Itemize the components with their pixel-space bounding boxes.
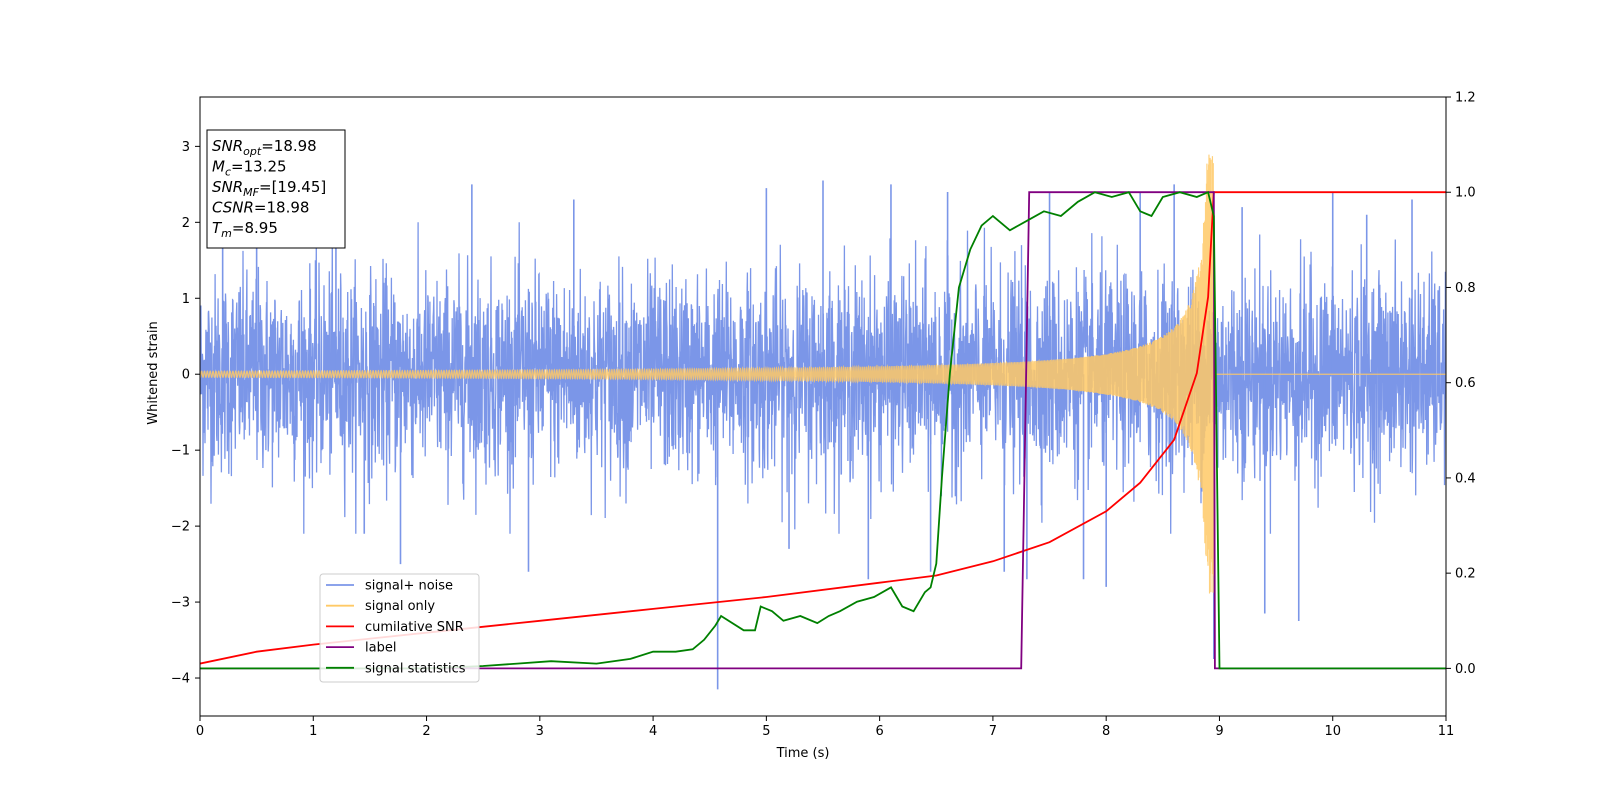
info-box-line: Tm=8.95 (212, 219, 278, 240)
info-box: SNRopt=18.98Mc=13.25SNRMF=[19.45]CSNR=18… (206, 129, 346, 249)
info-box-line: CSNR=18.98 (212, 199, 309, 217)
y-left-tick-label: −4 (171, 672, 190, 687)
legend-frame (319, 573, 480, 683)
info-box-line: SNRopt=18.98 (212, 137, 317, 158)
series-signal-statistics (200, 190, 1446, 670)
x-axis: 0 1 2 3 4 5 6 7 8 9 10 11 (196, 716, 1454, 739)
y-right-tick-label: 1.2 (1455, 91, 1476, 106)
x-tick-label: 5 (762, 724, 770, 739)
y-axis-label: Whitened strain (146, 321, 161, 424)
y-left-tick-label: −3 (171, 596, 190, 611)
y-right-tick-label: 0.4 (1455, 471, 1476, 486)
x-tick-label: 10 (1324, 724, 1341, 739)
y-left-tick-label: −1 (171, 444, 190, 459)
y-right-tick-label: 0.2 (1455, 567, 1476, 582)
x-tick-label: 7 (989, 724, 997, 739)
info-box-line: Mc=13.25 (212, 158, 287, 179)
series-signal-only (200, 154, 1446, 594)
legend-label: cumilative SNR (365, 620, 464, 635)
legend: signal+ noise signal only cumilative SNR la… (319, 573, 480, 683)
x-tick-label: 2 (422, 724, 430, 739)
series-signal-noise (200, 222, 1446, 534)
x-tick-label: 0 (196, 724, 204, 739)
info-box-frame (206, 129, 346, 249)
plot-area (200, 154, 1446, 690)
x-tick-label: 3 (536, 724, 544, 739)
legend-label: signal+ noise (365, 579, 453, 594)
x-tick-label: 6 (875, 724, 883, 739)
x-tick-label: 9 (1215, 724, 1223, 739)
info-box-line: SNRMF=[19.45] (212, 178, 326, 199)
x-tick-label: 11 (1438, 724, 1455, 739)
x-tick-label: 1 (309, 724, 317, 739)
x-axis-label: Time (s) (776, 746, 830, 761)
y-left-tick-label: 1 (182, 292, 190, 307)
y-left-tick-label: 0 (182, 368, 190, 383)
y-right-tick-label: 1.0 (1455, 186, 1476, 201)
x-tick-label: 8 (1102, 724, 1110, 739)
y-axis-left: −4 −3 −2 −1 0 1 2 3 (171, 140, 200, 687)
legend-label: signal statistics (365, 661, 466, 676)
y-left-tick-label: −2 (171, 520, 190, 535)
y-left-tick-label: 2 (182, 216, 190, 231)
legend-label: signal only (365, 599, 435, 614)
plot-frame (199, 96, 1447, 717)
y-left-tick-label: 3 (182, 140, 190, 155)
y-right-tick-label: 0.6 (1455, 376, 1476, 391)
x-tick-label: 4 (649, 724, 657, 739)
y-right-tick-label: 0.8 (1455, 281, 1476, 296)
y-axis-right: 0.0 0.2 0.4 0.6 0.8 1.0 1.2 (1446, 91, 1476, 677)
legend-label: label (365, 641, 396, 656)
y-right-tick-label: 0.0 (1455, 662, 1476, 677)
